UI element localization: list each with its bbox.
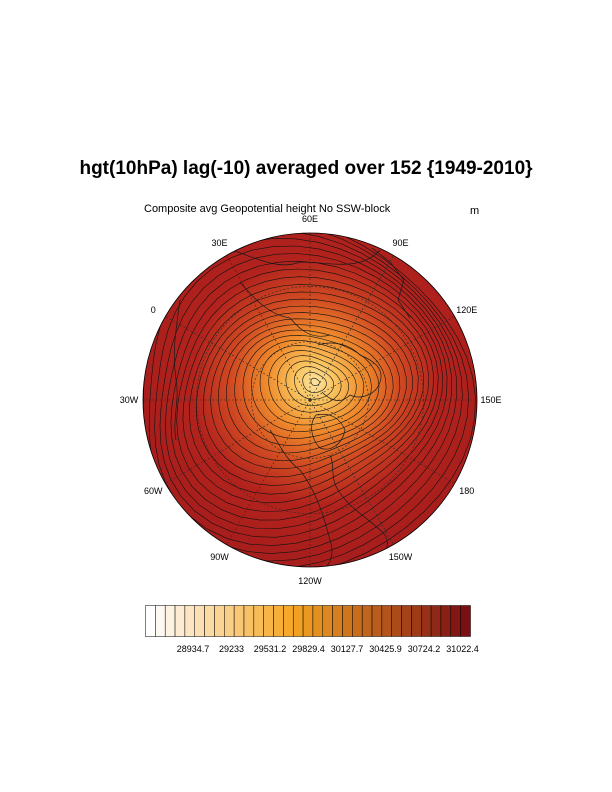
contour-line (294, 366, 335, 400)
colorbar-box (224, 605, 235, 637)
contour-line (154, 245, 452, 546)
latitude-circle (196, 286, 424, 514)
contour-line (285, 360, 342, 407)
longitude-label: 30E (211, 238, 228, 249)
longitude-label: 120E (456, 304, 478, 315)
contour-line (226, 324, 394, 454)
colorbar-box (194, 605, 205, 637)
colorbar-label: 31022.4 (446, 644, 479, 654)
map-title: hgt(10hPa) lag(-10) averaged over 152 {1… (79, 158, 533, 179)
longitude-label: 90W (210, 551, 229, 562)
colorbar-box (243, 605, 255, 637)
colorbar-box (233, 605, 245, 637)
colorbar-box (302, 605, 314, 637)
colorbar-label: 30127.7 (330, 644, 364, 654)
colorbar-box (214, 605, 225, 637)
colorbar-box (352, 605, 363, 637)
colorbar-box (391, 605, 402, 637)
colorbar-box (421, 605, 432, 637)
colorbar-label: 30425.9 (369, 644, 402, 654)
colorbar-box (342, 605, 353, 637)
colorbar-box (145, 605, 156, 637)
contour-line (259, 344, 365, 426)
colorbar-box (283, 605, 294, 637)
colorbar (145, 605, 471, 637)
contour-line (276, 355, 349, 413)
colorbar-box (430, 605, 442, 637)
longitude-label: 150W (388, 551, 413, 562)
map-subtitle: Composite avg Geopotential height No SSW… (144, 203, 391, 215)
contour-line (182, 284, 430, 504)
colorbar-box (361, 605, 373, 637)
colorbar-box (263, 605, 274, 637)
colorbar-box (273, 605, 284, 637)
contour-lines (143, 233, 476, 567)
contour-line (234, 329, 387, 446)
colorbar-box (184, 605, 195, 637)
contour-line (176, 276, 435, 512)
colorbar-box (440, 605, 452, 637)
contour-line (148, 238, 458, 554)
contour-line (170, 268, 439, 521)
longitude-label: 60W (143, 485, 163, 496)
longitude-label: 0 (150, 304, 156, 315)
colorbar-box (204, 605, 215, 637)
colorbar-label: 29531.2 (253, 644, 287, 654)
colorbar-box (411, 605, 422, 637)
colorbar-box (322, 605, 333, 637)
contour-line (268, 350, 357, 419)
colorbar-box (460, 605, 471, 637)
contour-line (143, 233, 463, 562)
contour-line (189, 291, 425, 495)
longitude-label: 30W (119, 395, 139, 405)
longitude-label: 60E (301, 214, 319, 224)
colorbar-box (292, 605, 304, 637)
colorbar-label: 29233 (218, 644, 245, 654)
colorbar-box (253, 605, 264, 637)
map-border (142, 232, 478, 568)
colorbar-box (332, 605, 343, 637)
colorbar-box (450, 605, 461, 637)
units-label: m (470, 205, 480, 217)
colorbar-box (401, 605, 412, 637)
longitude-label: 150E (480, 395, 502, 405)
colorbar-label: 30724.2 (407, 644, 441, 654)
contour-line (159, 253, 448, 538)
longitude-label: 180 (459, 485, 475, 496)
contour-line (202, 305, 413, 478)
graticule (143, 233, 477, 567)
latitude-circle (251, 341, 369, 459)
colorbar-box (174, 605, 186, 637)
colorbar-label: 29829.4 (292, 644, 325, 654)
contour-line (218, 318, 401, 462)
contour-line (310, 377, 320, 387)
colorbar-box (371, 605, 383, 637)
longitude-label: 90E (392, 238, 409, 249)
colorbar-box (312, 605, 324, 637)
contour-line (210, 312, 407, 470)
contour-line (302, 371, 327, 393)
colorbar-label: 28934.7 (176, 644, 210, 654)
contour-line (196, 298, 419, 486)
longitude-label: 120W (298, 576, 322, 586)
colorbar-box (164, 605, 176, 637)
contour-line (251, 339, 372, 432)
colorbar-box (381, 605, 392, 637)
colorbar-box (155, 605, 166, 637)
